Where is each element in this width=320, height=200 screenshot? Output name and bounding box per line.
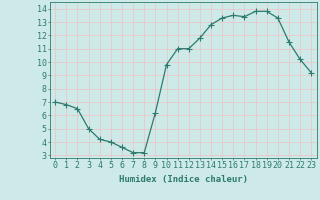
X-axis label: Humidex (Indice chaleur): Humidex (Indice chaleur) (119, 175, 248, 184)
